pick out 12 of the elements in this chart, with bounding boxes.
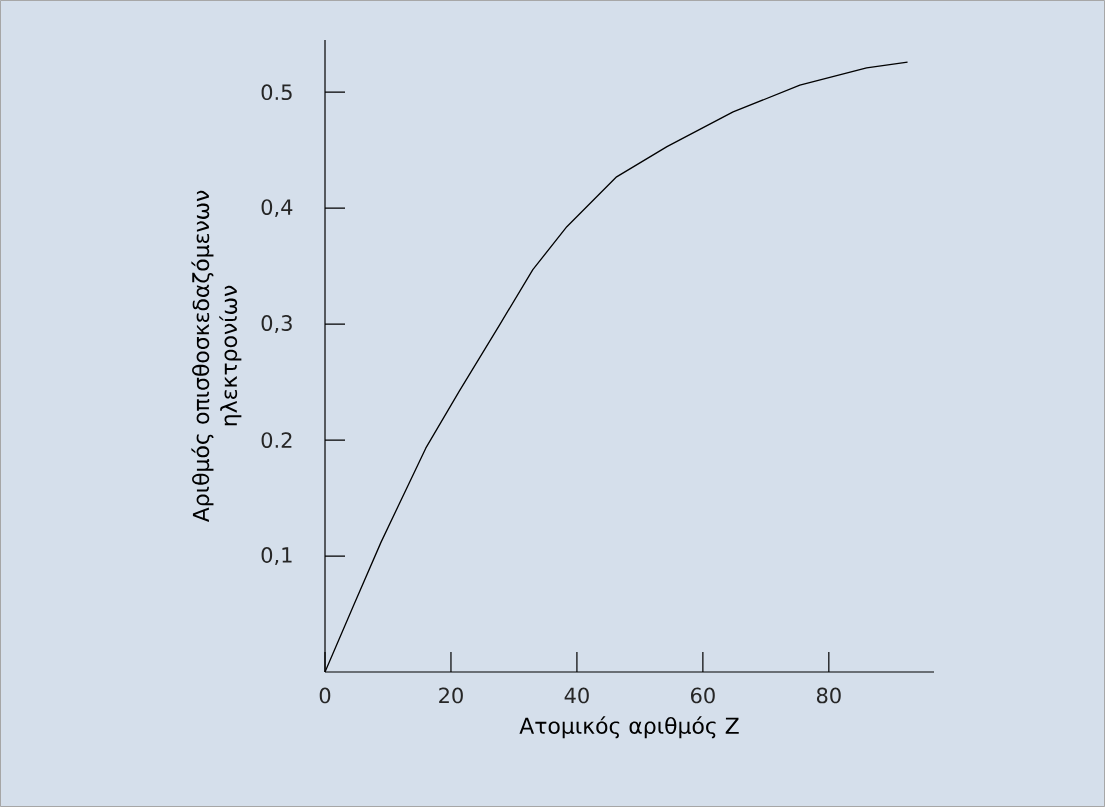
x-axis-title: Ατομικός αριθμός Z xyxy=(519,716,739,739)
y-axis-title: Αριθμός οπισθοσκεδαζόμενων ηλεκτρονίων xyxy=(191,190,242,523)
x-tick-label: 80 xyxy=(816,687,841,704)
x-tick-label: 60 xyxy=(691,687,715,704)
y-tick-label: 0,4 xyxy=(261,199,293,218)
y-tick-label: 0,1 xyxy=(261,547,292,566)
x-tick-label: 20 xyxy=(439,687,463,704)
y-tick-label: 0.5 xyxy=(261,84,292,101)
x-tick-label: 40 xyxy=(564,687,589,704)
y-tick-label: 0.2 xyxy=(261,432,292,448)
y-tick-label: 0,3 xyxy=(261,315,292,334)
x-tick-label: 0 xyxy=(319,687,331,704)
